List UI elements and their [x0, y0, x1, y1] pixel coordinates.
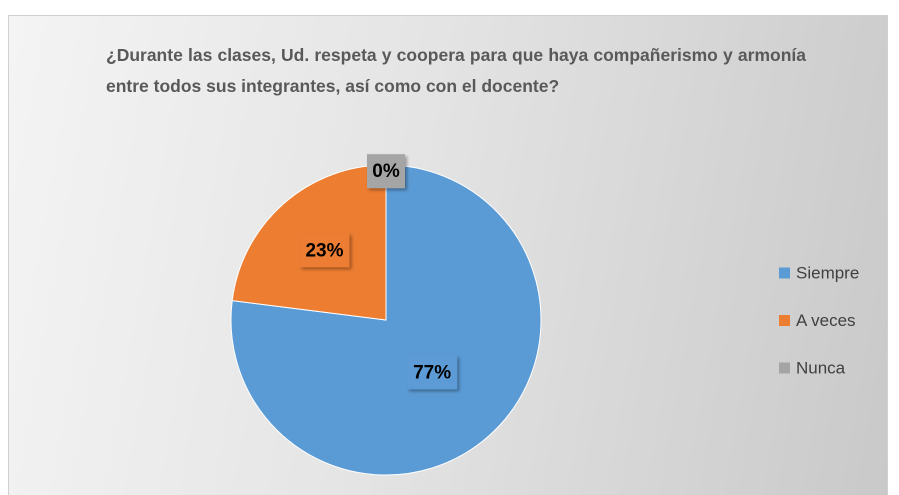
legend-swatch: [779, 267, 790, 279]
data-label: 77%: [413, 362, 451, 383]
data-label-box: [367, 154, 405, 189]
legend-swatch: [779, 315, 790, 326]
legend-swatch: [779, 362, 790, 374]
data-label: 23%: [305, 240, 343, 261]
data-label: 0%: [372, 161, 400, 182]
legend-label: Siempre: [796, 263, 859, 282]
data-label-box: [299, 233, 350, 268]
legend-label: A veces: [796, 311, 856, 330]
data-label-box: [407, 355, 458, 390]
pie-slice: [230, 164, 542, 476]
chart-title: ¿Durante las clases, Ud. respeta y coope…: [106, 45, 806, 96]
legend-label: Nunca: [796, 358, 846, 377]
